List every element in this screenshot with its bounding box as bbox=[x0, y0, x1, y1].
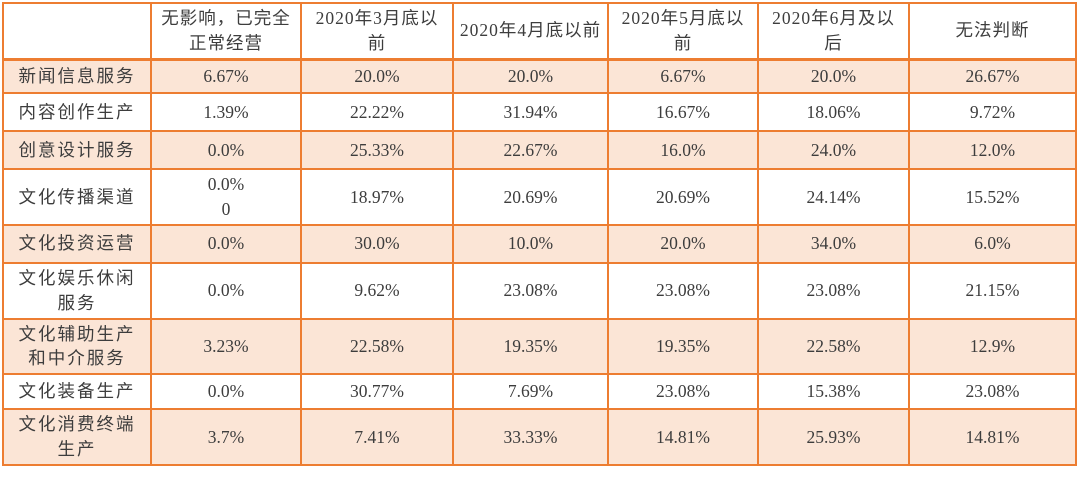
data-cell: 20.69% bbox=[452, 168, 609, 226]
data-cell: 1.39% bbox=[150, 92, 302, 133]
data-cell: 23.08% bbox=[908, 373, 1077, 411]
row-label: 文化投资运营 bbox=[2, 223, 152, 264]
data-cell: 23.08% bbox=[757, 261, 910, 320]
table-row: 新闻信息服务 6.67% 20.0% 20.0% 6.67% 20.0% 26.67% bbox=[2, 58, 1077, 95]
data-cell: 6.0% bbox=[908, 223, 1077, 264]
table-body: 新闻信息服务 6.67% 20.0% 20.0% 6.67% 20.0% 26.67% 内容创… bbox=[2, 58, 1077, 466]
data-cell: 34.0% bbox=[757, 223, 910, 264]
data-cell: 20.0% bbox=[452, 58, 609, 95]
table-row: 文化传播渠道 0.0% 0 18.97% 20.69% 20.69% 24.14% 15.5… bbox=[2, 168, 1077, 226]
row-label: 文化娱乐休闲服务 bbox=[2, 261, 152, 320]
column-header: 2020年3月底以前 bbox=[300, 1, 454, 61]
row-label: 内容创作生产 bbox=[2, 92, 152, 133]
data-cell: 22.58% bbox=[300, 317, 454, 376]
data-cell: 7.69% bbox=[452, 373, 609, 411]
data-cell: 22.22% bbox=[300, 92, 454, 133]
data-cell: 0.0% 0 bbox=[150, 168, 302, 226]
row-label: 文化装备生产 bbox=[2, 373, 152, 411]
data-cell: 0.0% bbox=[150, 261, 302, 320]
data-cell: 30.0% bbox=[300, 223, 454, 264]
data-cell: 24.14% bbox=[757, 168, 910, 226]
data-cell: 23.08% bbox=[452, 261, 609, 320]
table-row: 文化娱乐休闲服务 0.0% 9.62% 23.08% 23.08% 23.08% 21.15… bbox=[2, 261, 1077, 320]
column-header: 2020年5月底以前 bbox=[607, 1, 759, 61]
data-cell: 12.0% bbox=[908, 130, 1077, 171]
data-cell: 0.0% bbox=[150, 373, 302, 411]
data-cell: 22.67% bbox=[452, 130, 609, 171]
data-cell: 20.0% bbox=[757, 58, 910, 95]
table-row: 文化投资运营 0.0% 30.0% 10.0% 20.0% 34.0% 6.0% bbox=[2, 223, 1077, 264]
data-cell: 12.9% bbox=[908, 317, 1077, 376]
row-label: 创意设计服务 bbox=[2, 130, 152, 171]
data-cell: 6.67% bbox=[607, 58, 759, 95]
table-row: 创意设计服务 0.0% 25.33% 22.67% 16.0% 24.0% 12.0% bbox=[2, 130, 1077, 171]
data-cell: 6.67% bbox=[150, 58, 302, 95]
data-cell: 30.77% bbox=[300, 373, 454, 411]
data-cell: 20.0% bbox=[607, 223, 759, 264]
data-cell: 15.38% bbox=[757, 373, 910, 411]
data-cell: 25.93% bbox=[757, 408, 910, 466]
data-cell: 16.67% bbox=[607, 92, 759, 133]
column-header: 2020年4月底以前 bbox=[452, 1, 609, 61]
data-cell: 0.0% bbox=[150, 223, 302, 264]
data-cell: 26.67% bbox=[908, 58, 1077, 95]
data-cell: 19.35% bbox=[607, 317, 759, 376]
data-cell: 3.23% bbox=[150, 317, 302, 376]
data-cell: 18.06% bbox=[757, 92, 910, 133]
data-cell: 18.97% bbox=[300, 168, 454, 226]
data-cell: 19.35% bbox=[452, 317, 609, 376]
data-cell: 14.81% bbox=[607, 408, 759, 466]
data-cell: 9.72% bbox=[908, 92, 1077, 133]
row-label: 文化辅助生产和中介服务 bbox=[2, 317, 152, 376]
data-cell: 10.0% bbox=[452, 223, 609, 264]
data-cell: 21.15% bbox=[908, 261, 1077, 320]
data-cell: 16.0% bbox=[607, 130, 759, 171]
table-row: 文化消费终端生产 3.7% 7.41% 33.33% 14.81% 25.93% 14.81… bbox=[2, 408, 1077, 466]
data-cell: 22.58% bbox=[757, 317, 910, 376]
table-row: 文化装备生产 0.0% 30.77% 7.69% 23.08% 15.38% 23.08% bbox=[2, 373, 1077, 411]
data-cell: 23.08% bbox=[607, 261, 759, 320]
header-row: 无影响，已完全正常经营 2020年3月底以前 2020年4月底以前 2020年5月底以… bbox=[2, 1, 1077, 61]
data-cell: 20.69% bbox=[607, 168, 759, 226]
data-cell: 31.94% bbox=[452, 92, 609, 133]
table-row: 内容创作生产 1.39% 22.22% 31.94% 16.67% 18.06% 9.72% bbox=[2, 92, 1077, 133]
table-row: 文化辅助生产和中介服务 3.23% 22.58% 19.35% 19.35% 22.58%… bbox=[2, 317, 1077, 376]
row-label: 文化消费终端生产 bbox=[2, 408, 152, 466]
data-cell: 14.81% bbox=[908, 408, 1077, 466]
row-label: 新闻信息服务 bbox=[2, 58, 152, 95]
data-cell: 25.33% bbox=[300, 130, 454, 171]
data-cell: 20.0% bbox=[300, 58, 454, 95]
data-cell: 7.41% bbox=[300, 408, 454, 466]
data-cell: 33.33% bbox=[452, 408, 609, 466]
data-cell: 15.52% bbox=[908, 168, 1077, 226]
row-label: 文化传播渠道 bbox=[2, 168, 152, 226]
impact-table: 无影响，已完全正常经营 2020年3月底以前 2020年4月底以前 2020年5月底以… bbox=[2, 1, 1077, 466]
data-cell: 0.0% bbox=[150, 130, 302, 171]
data-cell: 3.7% bbox=[150, 408, 302, 466]
column-header: 无法判断 bbox=[908, 1, 1077, 61]
column-header: 2020年6月及以后 bbox=[757, 1, 910, 61]
corner-cell bbox=[2, 1, 152, 61]
data-cell: 24.0% bbox=[757, 130, 910, 171]
column-header: 无影响，已完全正常经营 bbox=[150, 1, 302, 61]
data-cell: 9.62% bbox=[300, 261, 454, 320]
data-cell: 23.08% bbox=[607, 373, 759, 411]
